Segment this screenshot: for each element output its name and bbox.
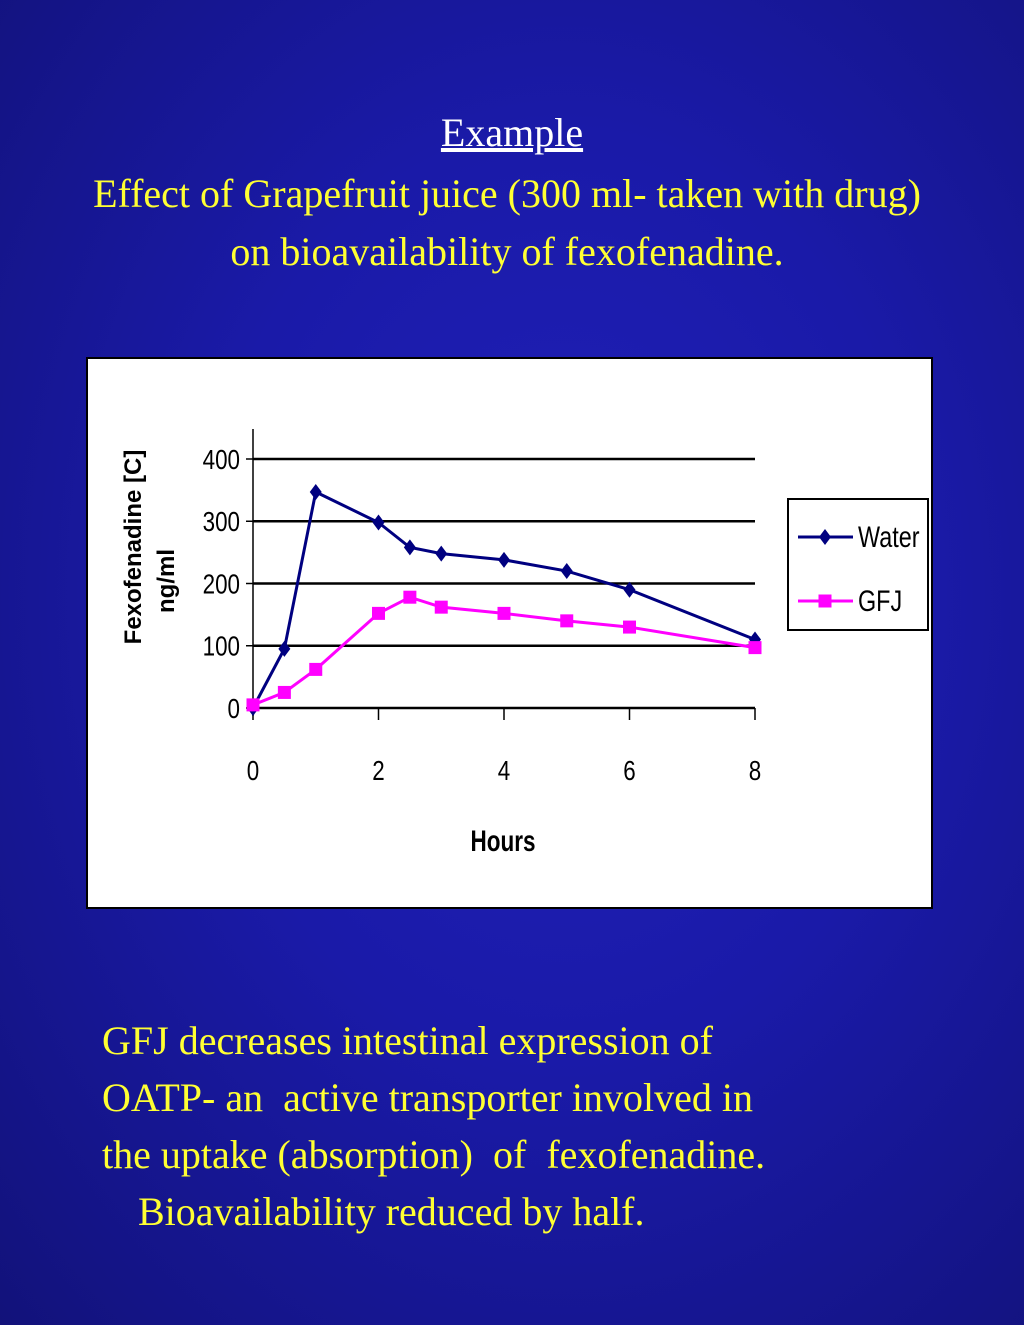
data-point-water-7	[560, 563, 573, 580]
data-point-water-4	[403, 539, 416, 556]
x-tick-label-0: 0	[247, 756, 259, 787]
data-point-water-3	[372, 514, 385, 531]
x-axis-label: Hours	[471, 824, 536, 858]
data-point-gfj-0	[246, 698, 260, 712]
data-point-gfj-1	[277, 685, 291, 699]
slide-title: Effect of Grapefruit juice (300 ml- take…	[93, 171, 921, 274]
series-line-water	[251, 489, 756, 709]
y-tick-label-0: 0	[228, 694, 240, 725]
data-point-gfj-5	[434, 600, 448, 614]
data-point-water-9	[749, 631, 761, 648]
data-point-gfj-8	[623, 620, 636, 634]
y-tick-label-400: 400	[203, 445, 240, 476]
data-point-gfj-7	[560, 614, 574, 628]
fexofenadine-chart: 0 100 200 300 400 0 2 4 6 8 Hours Fexofenadine [C] n…	[120, 429, 929, 858]
body-line-1: GFJ decreases intestinal expression of	[102, 1018, 713, 1063]
y-axis-label-line-2: ng/ml	[153, 549, 180, 613]
legend-marker-gfj	[818, 594, 832, 608]
data-point-gfj-6	[497, 606, 511, 620]
data-point-water-5	[435, 545, 448, 562]
y-tick-label-100: 100	[203, 631, 240, 662]
data-point-gfj-4	[403, 590, 417, 604]
legend-label-water: Water	[858, 520, 920, 553]
data-point-water-1	[278, 640, 291, 657]
body-text: GFJ decreases intestinal expression of O…	[102, 1012, 922, 1240]
slide-heading: Example	[440, 110, 584, 155]
y-tick-label-300: 300	[203, 507, 240, 538]
y-tick-label-200: 200	[203, 569, 240, 600]
data-point-gfj-2	[309, 662, 323, 676]
legend-marker-water	[819, 529, 831, 545]
y-axis-label-line-1: Fexofenadine [C]	[120, 450, 147, 645]
data-point-water-6	[498, 551, 510, 568]
body-line-2: OATP- an active transporter involved in	[102, 1075, 753, 1120]
series-line-gfj	[252, 595, 756, 707]
x-tick-label-2: 2	[372, 756, 384, 787]
data-point-gfj-9	[748, 641, 762, 655]
legend-box	[787, 498, 929, 631]
data-point-gfj-3	[372, 606, 385, 620]
data-point-water-2	[309, 483, 322, 500]
chart-frame: 0 100 200 300 400 0 2 4 6 8 Hours Fexofenadine [C] n…	[86, 357, 933, 909]
data-point-water-8	[623, 581, 636, 598]
legend-label-gfj: GFJ	[858, 584, 902, 617]
x-tick-label-6: 6	[623, 756, 635, 787]
x-tick-label-4: 4	[498, 756, 510, 787]
body-line-3: the uptake (absorption) of fexofenadine.	[102, 1132, 766, 1177]
x-tick-label-8: 8	[749, 756, 761, 787]
body-line-4: Bioavailability reduced by half.	[138, 1189, 645, 1234]
